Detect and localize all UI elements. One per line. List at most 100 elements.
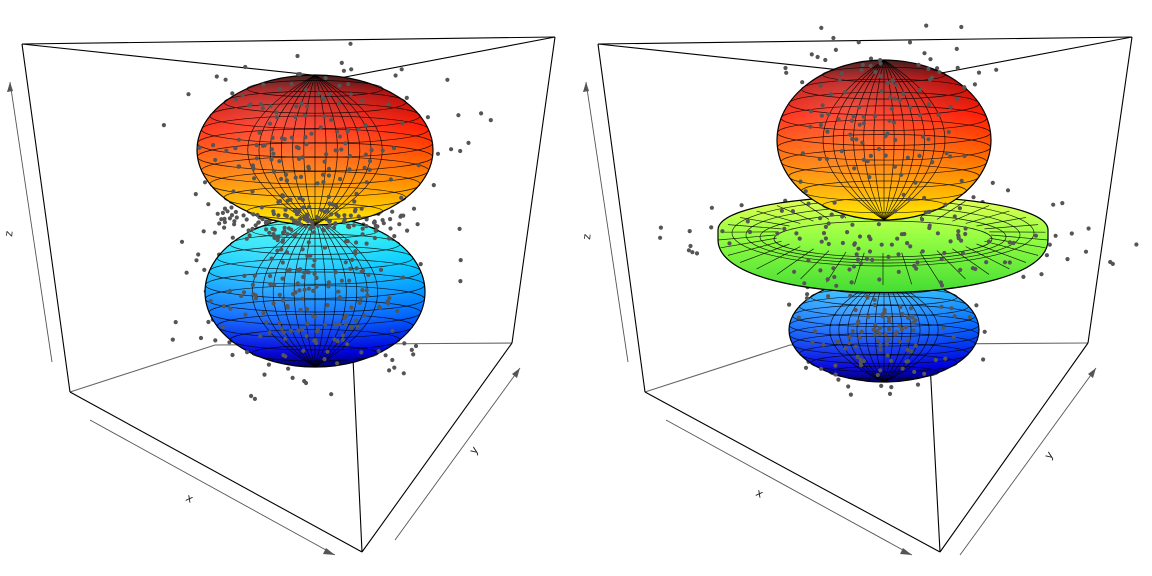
scatter-point [336, 100, 341, 106]
scatter-point [250, 163, 255, 168]
scatter-point [867, 175, 872, 180]
scatter-point [295, 72, 301, 77]
scatter-point [986, 239, 992, 244]
scatter-point [266, 219, 271, 224]
scatter-point [339, 147, 344, 152]
scatter-point [376, 348, 381, 354]
scatter-point [325, 349, 330, 354]
right-z-axis-label: z [580, 233, 594, 240]
scatter-point [972, 82, 978, 87]
scatter-point [790, 209, 796, 214]
scatter-point [889, 242, 895, 247]
scatter-point [848, 293, 853, 298]
scatter-point [851, 264, 857, 269]
scatter-point [251, 212, 256, 217]
scatter-point [360, 98, 365, 103]
scatter-point [853, 307, 858, 313]
scatter-point [908, 244, 913, 249]
scatter-point [892, 164, 898, 169]
scatter-point [198, 335, 204, 341]
scatter-point [887, 118, 892, 123]
scatter-point [334, 203, 339, 209]
scatter-point [351, 223, 356, 228]
scatter-point [309, 131, 314, 136]
scatter-point [922, 371, 927, 376]
scatter-point [878, 347, 883, 352]
scatter-point [280, 260, 285, 265]
scatter-point [886, 337, 891, 342]
scatter-point [372, 235, 377, 241]
scatter-point [884, 342, 890, 347]
scatter-point [241, 213, 246, 218]
scatter-point [850, 137, 855, 142]
ring-mesh-spoke [965, 246, 1010, 270]
scatter-point [1033, 233, 1038, 238]
scatter-point [861, 358, 866, 364]
scatter-point [797, 236, 802, 241]
scatter-point [889, 358, 894, 363]
scatter-point [297, 208, 302, 214]
scatter-point [283, 336, 288, 341]
scatter-point [1005, 188, 1011, 193]
scatter-point [851, 114, 856, 119]
scatter-point [285, 232, 290, 237]
scatter-point [886, 315, 892, 320]
scatter-point [905, 241, 910, 246]
scatter-point [301, 274, 306, 280]
scatter-point [831, 266, 836, 271]
scatter-point [431, 183, 436, 188]
scatter-point [915, 260, 920, 265]
scatter-point [281, 194, 286, 199]
scatter-point [982, 329, 987, 334]
scatter-point [223, 77, 228, 82]
scatter-point [907, 197, 912, 202]
scatter-point [245, 350, 250, 355]
scatter-point [387, 368, 392, 373]
scatter-point [867, 249, 873, 254]
scatter-point [466, 140, 471, 145]
scatter-point [411, 352, 416, 357]
scatter-point [826, 241, 831, 247]
scatter-point [399, 67, 404, 72]
scatter-point [193, 192, 198, 197]
scatter-point [243, 312, 248, 317]
scatter-point [413, 343, 419, 349]
scatter-point [694, 251, 700, 256]
scatter-point [857, 122, 862, 127]
mesh-longitude [822, 59, 885, 221]
scatter-point [885, 353, 890, 358]
scatter-point [300, 155, 305, 160]
scatter-point [896, 252, 901, 257]
right-upper-lobe [776, 59, 992, 221]
scatter-point [230, 352, 235, 358]
scatter-point [232, 219, 237, 224]
scatter-point [917, 88, 923, 93]
ring-mesh-spoke [720, 237, 777, 249]
scatter-point [293, 290, 298, 295]
scatter-point [305, 321, 310, 326]
scatter-point [842, 90, 848, 95]
ring-mesh-spoke [984, 224, 1039, 230]
scatter-point [806, 258, 811, 263]
scatter-point [356, 214, 361, 219]
scatter-point [854, 137, 859, 142]
scatter-point [294, 212, 299, 217]
scatter-point [886, 319, 892, 324]
scatter-point [720, 229, 725, 234]
scatter-point [709, 225, 714, 230]
scatter-point [1069, 231, 1074, 236]
scatter-point [346, 128, 351, 133]
scatter-point [810, 340, 815, 345]
scatter-point [303, 87, 309, 92]
scatter-point [948, 239, 953, 244]
scatter-point [256, 220, 261, 225]
scatter-point [840, 214, 845, 219]
scatter-point [286, 226, 291, 231]
scatter-point [362, 165, 367, 170]
scatter-point [848, 132, 853, 137]
scatter-point [375, 224, 380, 229]
scatter-point [959, 24, 964, 30]
mesh-longitude [292, 74, 316, 226]
scatter-point [332, 222, 338, 227]
scatter-point [805, 292, 810, 297]
